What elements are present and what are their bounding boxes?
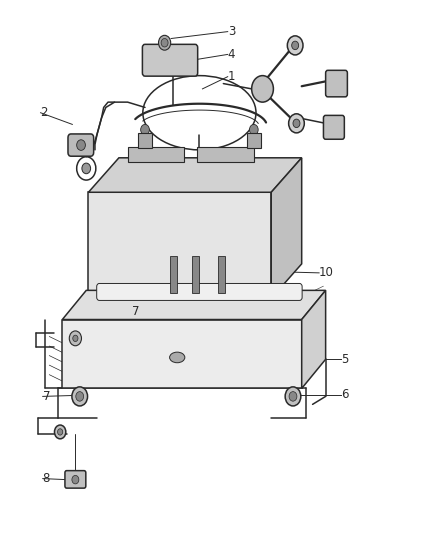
Bar bbox=[138, 133, 152, 148]
Text: 6: 6 bbox=[341, 389, 348, 401]
FancyBboxPatch shape bbox=[97, 284, 302, 301]
Bar bbox=[88, 192, 271, 298]
Text: 7: 7 bbox=[132, 305, 139, 318]
Circle shape bbox=[141, 124, 149, 135]
Bar bbox=[218, 256, 225, 293]
Bar bbox=[191, 256, 198, 293]
FancyBboxPatch shape bbox=[325, 70, 347, 97]
Bar bbox=[127, 147, 184, 162]
Circle shape bbox=[72, 387, 88, 406]
Circle shape bbox=[76, 392, 84, 401]
Bar bbox=[247, 133, 261, 148]
Text: 3: 3 bbox=[228, 25, 235, 38]
Ellipse shape bbox=[170, 352, 185, 363]
Circle shape bbox=[73, 335, 78, 342]
Circle shape bbox=[285, 387, 301, 406]
Circle shape bbox=[69, 331, 81, 346]
Circle shape bbox=[159, 35, 171, 50]
Circle shape bbox=[54, 425, 66, 439]
Polygon shape bbox=[271, 158, 302, 298]
Circle shape bbox=[250, 124, 258, 135]
FancyBboxPatch shape bbox=[65, 471, 86, 488]
Circle shape bbox=[293, 119, 300, 127]
FancyBboxPatch shape bbox=[323, 115, 344, 139]
Circle shape bbox=[72, 475, 79, 484]
Circle shape bbox=[289, 392, 297, 401]
Text: 7: 7 bbox=[43, 390, 50, 403]
Bar bbox=[170, 256, 177, 293]
Bar bbox=[197, 147, 254, 162]
Circle shape bbox=[82, 163, 91, 174]
Polygon shape bbox=[302, 290, 325, 389]
Bar bbox=[62, 319, 302, 389]
Circle shape bbox=[57, 429, 63, 435]
Circle shape bbox=[287, 36, 303, 55]
Text: 2: 2 bbox=[41, 106, 48, 119]
FancyBboxPatch shape bbox=[68, 134, 94, 156]
Text: 5: 5 bbox=[341, 353, 348, 366]
Circle shape bbox=[289, 114, 304, 133]
Text: 10: 10 bbox=[319, 266, 334, 279]
Text: 4: 4 bbox=[228, 48, 235, 61]
Circle shape bbox=[252, 76, 273, 102]
Polygon shape bbox=[62, 290, 325, 319]
Circle shape bbox=[292, 41, 299, 50]
Text: 1: 1 bbox=[228, 70, 235, 83]
Circle shape bbox=[77, 140, 85, 150]
Circle shape bbox=[161, 38, 168, 47]
Polygon shape bbox=[88, 158, 302, 192]
FancyBboxPatch shape bbox=[142, 44, 198, 76]
Text: 8: 8 bbox=[43, 472, 50, 485]
